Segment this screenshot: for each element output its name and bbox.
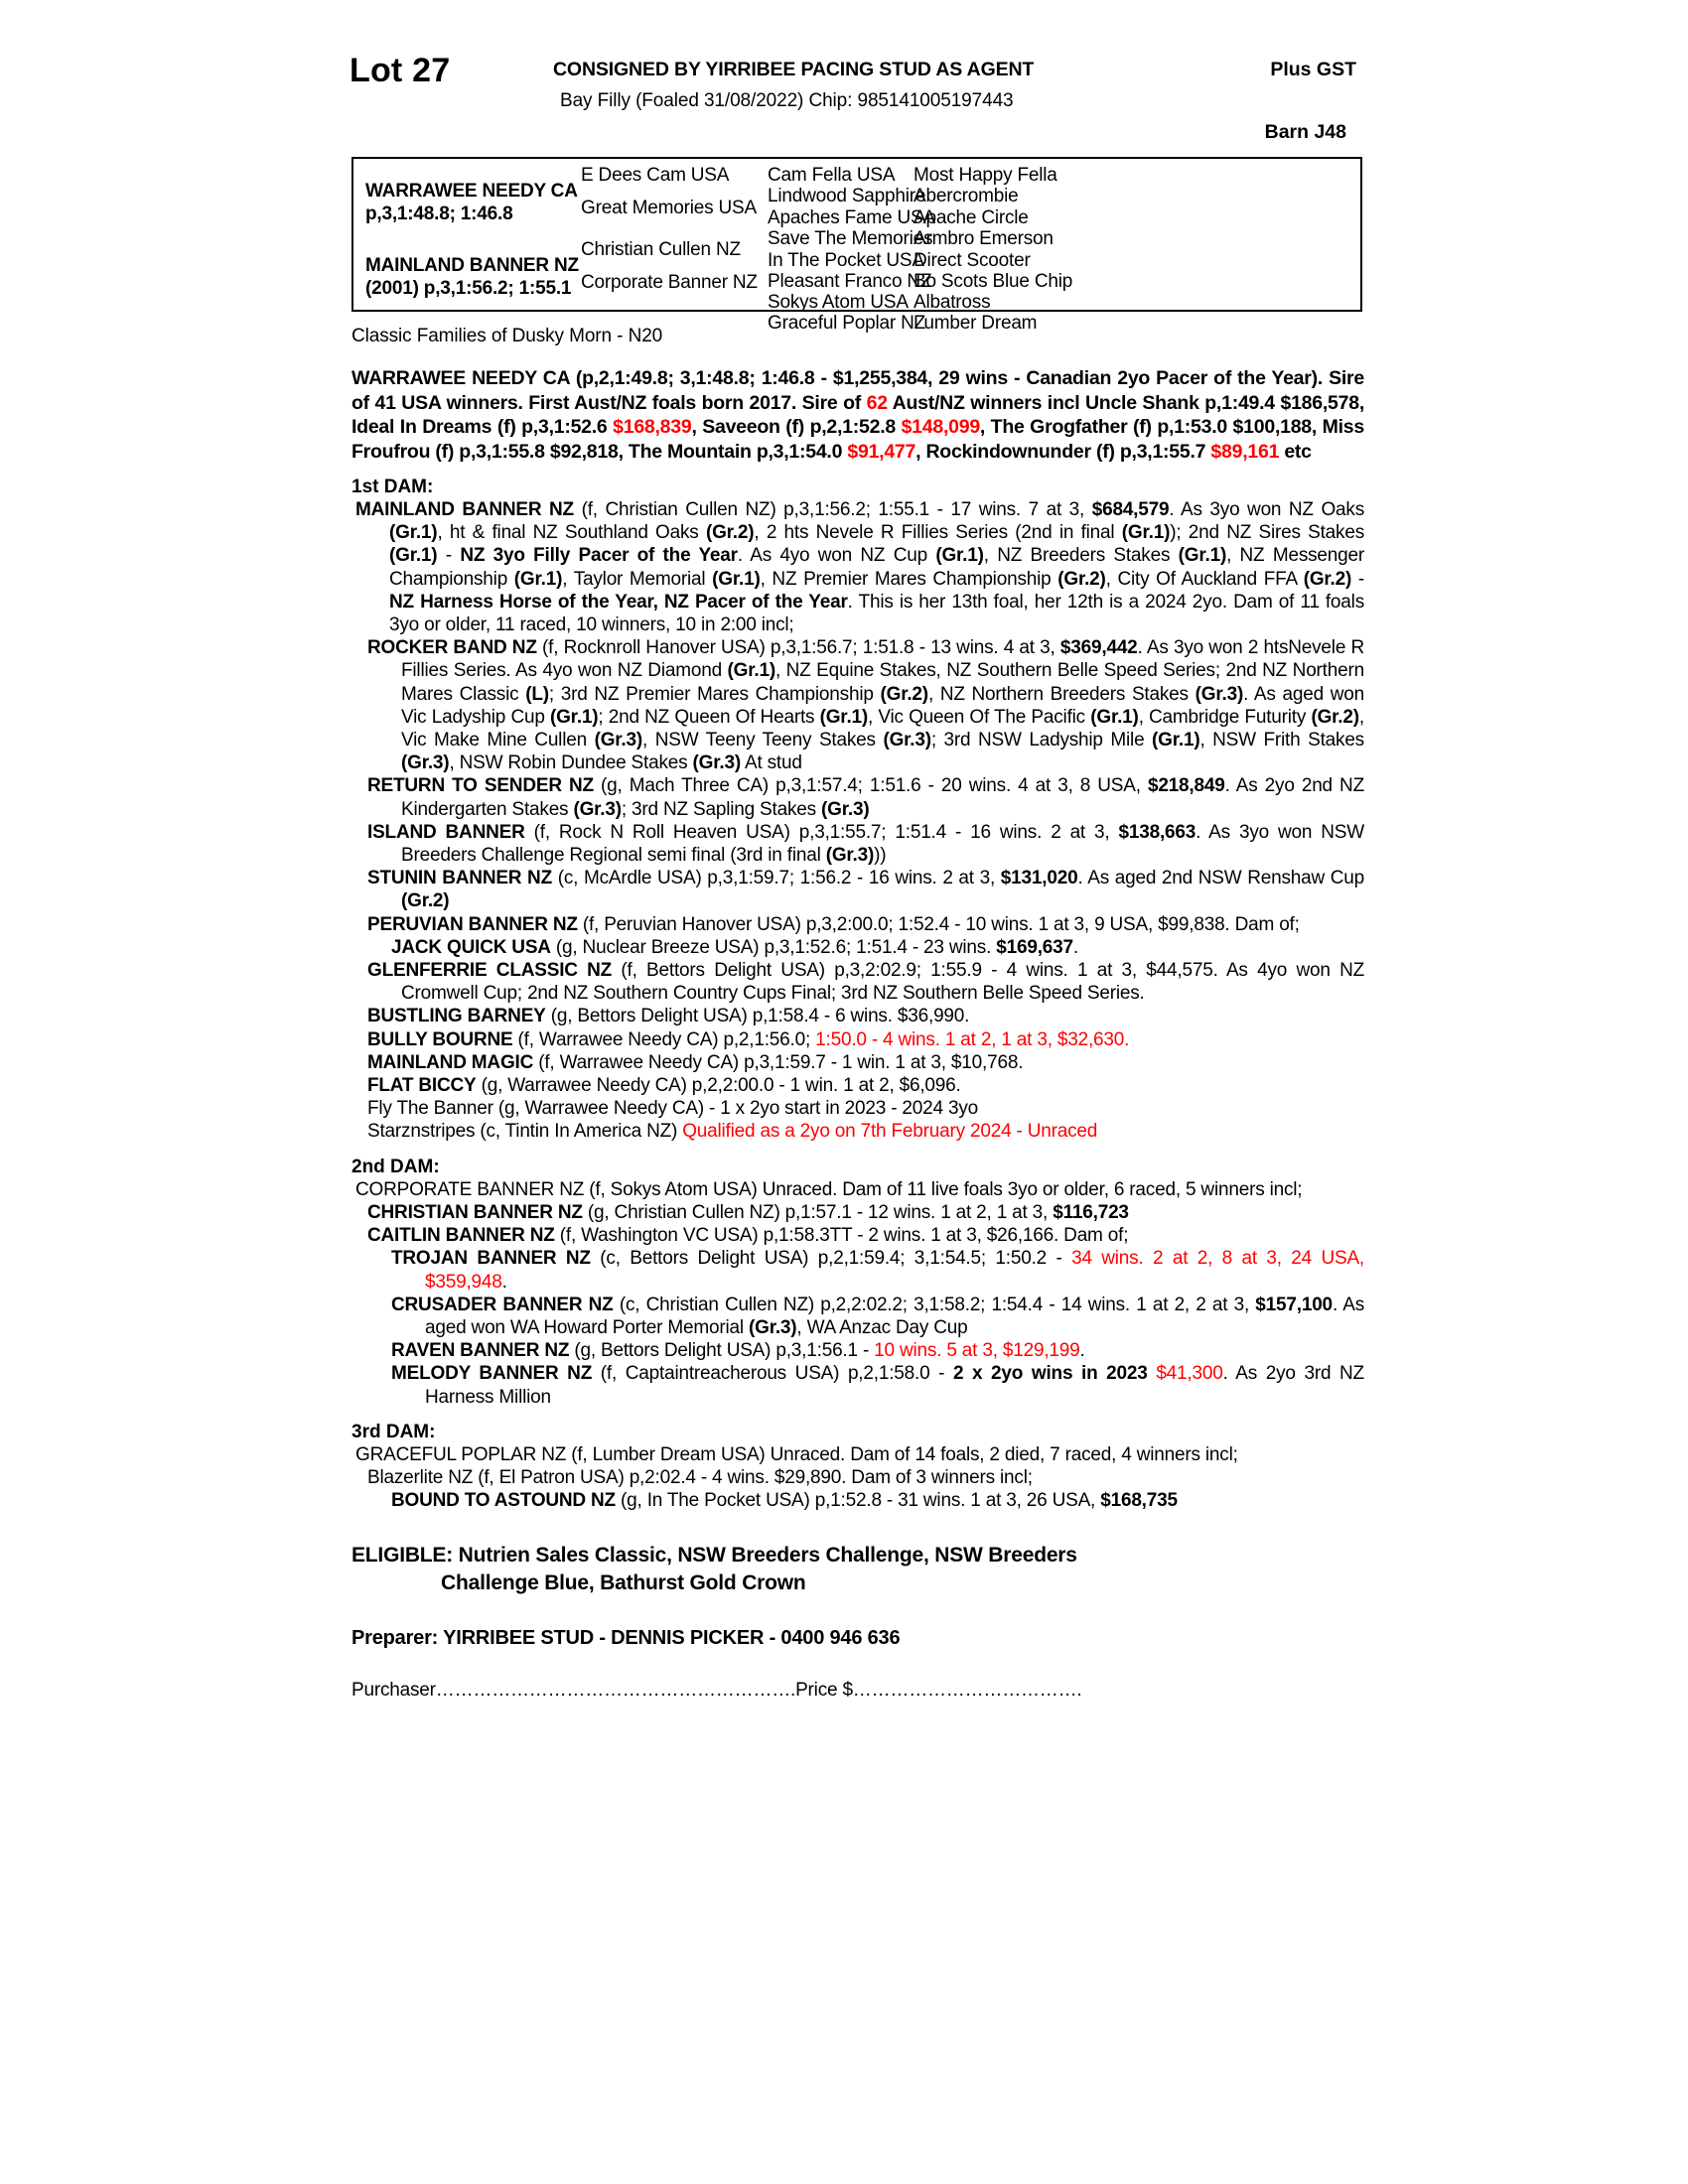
pedigree-entry: RETURN TO SENDER NZ (g, Mach Three CA) p… bbox=[367, 775, 1364, 820]
family-line: Classic Families of Dusky Morn - N20 bbox=[352, 326, 663, 346]
pedigree-gen4-1: Abercrombie bbox=[914, 186, 1019, 206]
second-dam-header: 2nd DAM: bbox=[352, 1156, 440, 1177]
eligible-line-1: ELIGIBLE: Nutrien Sales Classic, NSW Bre… bbox=[352, 1544, 1077, 1568]
pedigree-gen4-3: Armbro Emerson bbox=[914, 228, 1054, 249]
pedigree-gen4-5: Bo Scots Blue Chip bbox=[914, 271, 1073, 292]
pedigree-entry: MAINLAND MAGIC (f, Warrawee Needy CA) p,… bbox=[367, 1051, 1024, 1073]
purchaser-line: Purchaser………………………………………………….Price $…………… bbox=[352, 1680, 1082, 1702]
pedigree-gen3-5: Pleasant Franco NZ bbox=[768, 271, 932, 292]
plus-gst-label: Plus GST bbox=[1270, 59, 1356, 80]
pedigree-gen3-0: Cam Fella USA bbox=[768, 165, 896, 186]
pedigree-gen4-0: Most Happy Fella bbox=[914, 165, 1057, 186]
pedigree-sire-name: WARRAWEE NEEDY CA bbox=[365, 181, 578, 202]
pedigree-entry: STUNIN BANNER NZ (c, McArdle USA) p,3,1:… bbox=[367, 868, 1365, 912]
pedigree-entry: BUSTLING BARNEY (g, Bettors Delight USA)… bbox=[367, 1006, 970, 1027]
third-dam-header: 3rd DAM: bbox=[352, 1421, 436, 1442]
eligible-block: ELIGIBLE: Nutrien Sales Classic, NSW Bre… bbox=[352, 1542, 1370, 1597]
third-dam-entries: GRACEFUL POPLAR NZ (f, Lumber Dream USA)… bbox=[350, 1443, 1370, 1513]
eligible-line-2: Challenge Blue, Bathurst Gold Crown bbox=[441, 1571, 806, 1595]
first-dam-header: 1st DAM: bbox=[352, 477, 434, 497]
second-dam-entries: CORPORATE BANNER NZ (f, Sokys Atom USA) … bbox=[350, 1178, 1370, 1409]
pedigree-gen2-2: Christian Cullen NZ bbox=[581, 239, 741, 260]
pedigree-entry: BOUND TO ASTOUND NZ (g, In The Pocket US… bbox=[391, 1490, 1178, 1512]
pedigree-entry: CRUSADER BANNER NZ (c, Christian Cullen … bbox=[391, 1294, 1364, 1338]
preparer-line: Preparer: YIRRIBEE STUD - DENNIS PICKER … bbox=[352, 1627, 901, 1650]
first-dam-entries: MAINLAND BANNER NZ (f, Christian Cullen … bbox=[350, 498, 1370, 1144]
pedigree-entry: PERUVIAN BANNER NZ (f, Peruvian Hanover … bbox=[367, 913, 1300, 935]
pedigree-sire-record: p,3,1:48.8; 1:46.8 bbox=[365, 204, 513, 224]
pedigree-entry: Blazerlite NZ (f, El Patron USA) p,2:02.… bbox=[367, 1466, 1033, 1488]
pedigree-gen3-4: In The Pocket USA bbox=[768, 250, 924, 271]
pedigree-entry: MELODY BANNER NZ (f, Captaintreacherous … bbox=[391, 1363, 1364, 1408]
pedigree-gen2-3: Corporate Banner NZ bbox=[581, 272, 758, 293]
pedigree-gen3-3: Save The Memories bbox=[768, 228, 933, 249]
sire-paragraph: WARRAWEE NEEDY CA (p,2,1:49.8; 3,1:48.8;… bbox=[352, 367, 1364, 463]
subject-description: Bay Filly (Foaled 31/08/2022) Chip: 9851… bbox=[560, 90, 1014, 111]
pedigree-gen4-2: Apache Circle bbox=[914, 207, 1029, 228]
pedigree-entry: ISLAND BANNER (f, Rock N Roll Heaven USA… bbox=[367, 821, 1364, 867]
pedigree-table: WARRAWEE NEEDY CA p,3,1:48.8; 1:46.8 MAI… bbox=[352, 157, 1362, 334]
pedigree-entry: CORPORATE BANNER NZ (f, Sokys Atom USA) … bbox=[355, 1178, 1303, 1200]
pedigree-gen4-4: Direct Scooter bbox=[914, 250, 1031, 271]
pedigree-entry: CHRISTIAN BANNER NZ (g, Christian Cullen… bbox=[367, 1201, 1129, 1223]
pedigree-dam-record: (2001) p,3,1:56.2; 1:55.1 bbox=[365, 278, 572, 299]
pedigree-entry: TROJAN BANNER NZ (c, Bettors Delight USA… bbox=[391, 1248, 1364, 1293]
pedigree-gen4-6: Albatross bbox=[914, 292, 991, 313]
pedigree-dam-name: MAINLAND BANNER NZ bbox=[365, 255, 579, 276]
pedigree-entry: FLAT BICCY (g, Warrawee Needy CA) p,2,2:… bbox=[367, 1075, 961, 1097]
lot-number: Lot 27 bbox=[350, 52, 451, 89]
consignor-line: CONSIGNED BY YIRRIBEE PACING STUD AS AGE… bbox=[553, 59, 1035, 80]
pedigree-entry: GLENFERRIE CLASSIC NZ (f, Bettors Deligh… bbox=[367, 960, 1364, 1005]
pedigree-entry: GRACEFUL POPLAR NZ (f, Lumber Dream USA)… bbox=[355, 1443, 1238, 1465]
page-header: Lot 27 CONSIGNED BY YIRRIBEE PACING STUD… bbox=[350, 48, 1370, 155]
pedigree-entry: MAINLAND BANNER NZ (f, Christian Cullen … bbox=[355, 499, 1365, 636]
pedigree-gen2-0: E Dees Cam USA bbox=[581, 165, 730, 186]
pedigree-entry: CAITLIN BANNER NZ (f, Washington VC USA)… bbox=[367, 1225, 1129, 1247]
pedigree-gen2-1: Great Memories USA bbox=[581, 198, 757, 218]
pedigree-entry: RAVEN BANNER NZ (g, Bettors Delight USA)… bbox=[391, 1340, 1085, 1362]
pedigree-entry: ROCKER BAND NZ (f, Rocknroll Hanover USA… bbox=[367, 637, 1364, 774]
pedigree-entry: Starznstripes (c, Tintin In America NZ) … bbox=[367, 1121, 1098, 1143]
pedigree-gen3-6: Sokys Atom USA bbox=[768, 292, 909, 313]
pedigree-entry: Fly The Banner (g, Warrawee Needy CA) - … bbox=[367, 1098, 979, 1120]
pedigree-entry: JACK QUICK USA (g, Nuclear Breeze USA) p… bbox=[391, 936, 1078, 958]
pedigree-gen4-7: Lumber Dream bbox=[914, 313, 1038, 334]
pedigree-gen3-1: Lindwood Sapphire bbox=[768, 186, 926, 206]
pedigree-gen3-7: Graceful Poplar NZ bbox=[768, 313, 926, 334]
pedigree-entry: BULLY BOURNE (f, Warrawee Needy CA) p,2,… bbox=[367, 1028, 1130, 1050]
barn-label: Barn J48 bbox=[1264, 121, 1346, 143]
pedigree-gen3-2: Apaches Fame USA bbox=[768, 207, 935, 228]
